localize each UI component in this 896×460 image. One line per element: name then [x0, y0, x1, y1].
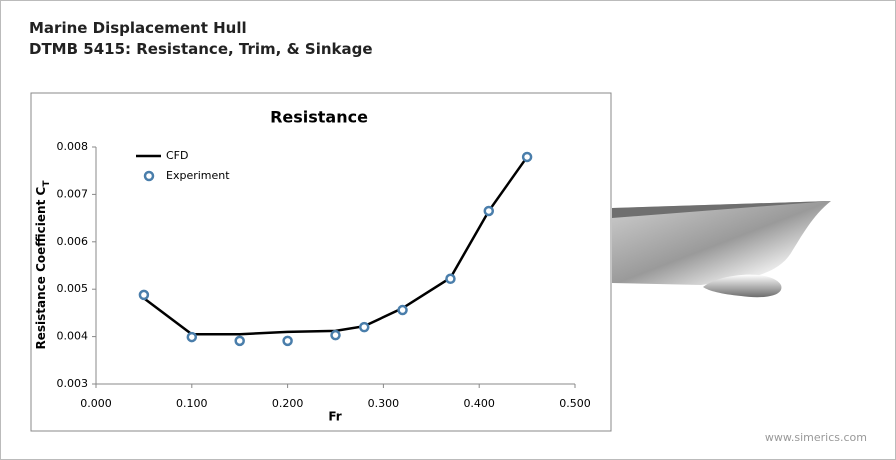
y-tick-label: 0.006 [57, 235, 89, 248]
experiment-point [358, 321, 370, 333]
legend-label: CFD [166, 149, 188, 162]
hull-bulb [703, 274, 782, 298]
x-tick-label: 0.500 [559, 397, 591, 410]
experiment-point [521, 151, 533, 163]
x-tick-label: 0.100 [176, 397, 208, 410]
experiment-point [234, 335, 245, 347]
page-subtitle: DTMB 5415: Resistance, Trim, & Sinkage [29, 40, 373, 58]
x-tick-label: 0.200 [272, 397, 304, 410]
chart-title: Resistance [270, 108, 368, 127]
experiment-point [330, 329, 341, 341]
y-tick-label: 0.007 [57, 187, 89, 200]
x-axis-label: Fr [328, 410, 341, 424]
hull [612, 201, 831, 285]
y-tick-label: 0.005 [57, 282, 89, 295]
page-title: Marine Displacement Hull [29, 19, 247, 37]
chart-frame [30, 92, 612, 432]
y-axis-label: Resistance Coefficient CT [34, 180, 52, 350]
x-tick-label: 0.300 [368, 397, 400, 410]
hull-deck [612, 201, 831, 218]
y-tick-label: 0.008 [57, 140, 89, 153]
legend-label: Experiment [166, 169, 230, 182]
experiment-point [186, 331, 198, 343]
experiment-point [138, 289, 150, 301]
experiment-point [282, 335, 293, 347]
y-tick-label: 0.003 [57, 377, 89, 390]
x-tick-label: 0.400 [463, 397, 495, 410]
experiment-point [445, 273, 456, 285]
legend-marker [143, 170, 155, 182]
y-axis-label-main: Resistance Coefficient C [34, 186, 48, 349]
experiment-point [397, 304, 408, 316]
y-tick-label: 0.004 [57, 330, 89, 343]
watermark: www.simerics.com [765, 431, 867, 444]
experiment-point [483, 205, 495, 217]
cfd-line [143, 156, 529, 336]
x-tick-label: 0.000 [80, 397, 112, 410]
y-axis-label-sub: T [42, 180, 52, 187]
